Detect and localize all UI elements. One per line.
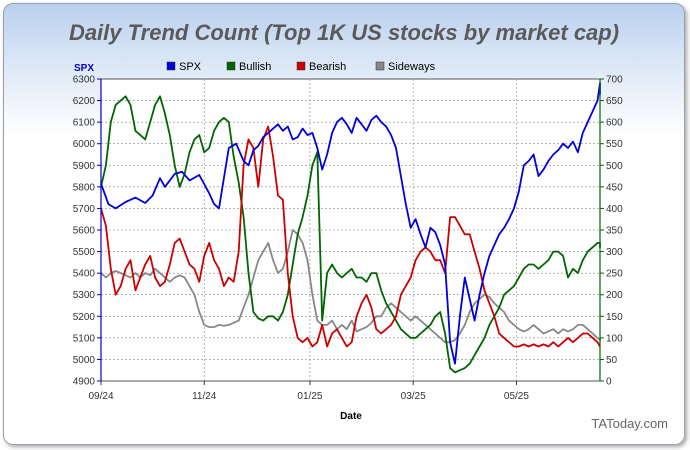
series-line-spx (100, 82, 601, 365)
series-line-bearish (100, 125, 601, 348)
y-right-tick-label: 350 (606, 226, 623, 237)
y-left-tick-label: 5100 (73, 333, 96, 344)
credit-text: TAToday.com (591, 416, 668, 431)
y-right-tick-label: 250 (606, 269, 623, 280)
x-tick-label: 11/24 (192, 391, 217, 402)
y-right-tick-label: 700 (606, 75, 623, 86)
y-left-tick-label: 5500 (73, 247, 96, 258)
chart-frame: Daily Trend Count (Top 1K US stocks by m… (3, 3, 685, 445)
y-axis-left: 4900 5000 5100 5200 5300 5400 5500 5600 5700 5800… (73, 75, 102, 388)
y-axis-right: 0 50 100 150 200 250 300 350 400 450 500 550 600 650 7… (599, 75, 623, 388)
legend-label-sideways: Sideways (388, 61, 436, 73)
x-tick-label: 05/25 (504, 391, 529, 402)
y-left-tick-label: 5400 (73, 269, 96, 280)
y-right-tick-label: 400 (606, 204, 623, 215)
y-axis-left-title: SPX (74, 63, 94, 74)
y-left-tick-label: 5700 (73, 204, 96, 215)
y-left-tick-label: 5000 (73, 355, 96, 366)
y-right-tick-label: 650 (606, 96, 623, 107)
y-right-tick-label: 150 (606, 312, 623, 323)
y-right-tick-label: 0 (606, 377, 612, 388)
chart-title: Daily Trend Count (Top 1K US stocks by m… (69, 20, 619, 45)
x-axis-title: Date (340, 411, 362, 422)
y-right-tick-label: 550 (606, 139, 623, 150)
y-left-tick-label: 5600 (73, 226, 96, 237)
series-line-bullish (100, 95, 601, 374)
trend-chart: Daily Trend Count (Top 1K US stocks by m… (69, 20, 668, 431)
x-tick-label: 03/25 (401, 391, 426, 402)
y-left-tick-label: 5300 (73, 290, 96, 301)
legend-label-spx: SPX (179, 61, 202, 73)
y-left-tick-label: 5200 (73, 312, 96, 323)
x-tick-label: 09/24 (88, 391, 113, 402)
x-tick-label: 01/25 (297, 391, 322, 402)
legend-swatch-bullish (226, 61, 236, 71)
y-right-tick-label: 100 (606, 333, 623, 344)
y-right-tick-label: 200 (606, 290, 623, 301)
y-right-tick-label: 500 (606, 161, 623, 172)
y-right-tick-label: 450 (606, 182, 623, 193)
y-left-tick-label: 4900 (73, 377, 96, 388)
legend-label-bullish: Bullish (239, 61, 271, 73)
grid-lines (100, 79, 600, 381)
legend-swatch-sideways (375, 61, 385, 71)
chart-legend: SPX Bullish Bearish Sideways (166, 61, 436, 73)
series-layer (100, 82, 601, 374)
y-left-tick-label: 6000 (73, 139, 96, 150)
y-left-tick-label: 5900 (73, 161, 96, 172)
y-left-tick-label: 6100 (73, 118, 96, 129)
legend-label-bearish: Bearish (309, 61, 346, 73)
y-left-tick-label: 6200 (73, 96, 96, 107)
y-right-tick-label: 50 (606, 355, 618, 366)
x-axis: 09/24 11/24 01/25 03/25 05/25 (88, 381, 529, 402)
legend-swatch-bearish (296, 61, 306, 71)
y-left-tick-label: 6300 (73, 75, 96, 86)
legend-swatch-spx (166, 61, 176, 71)
y-left-tick-label: 5800 (73, 182, 96, 193)
y-right-tick-label: 600 (606, 118, 623, 129)
y-right-tick-label: 300 (606, 247, 623, 258)
